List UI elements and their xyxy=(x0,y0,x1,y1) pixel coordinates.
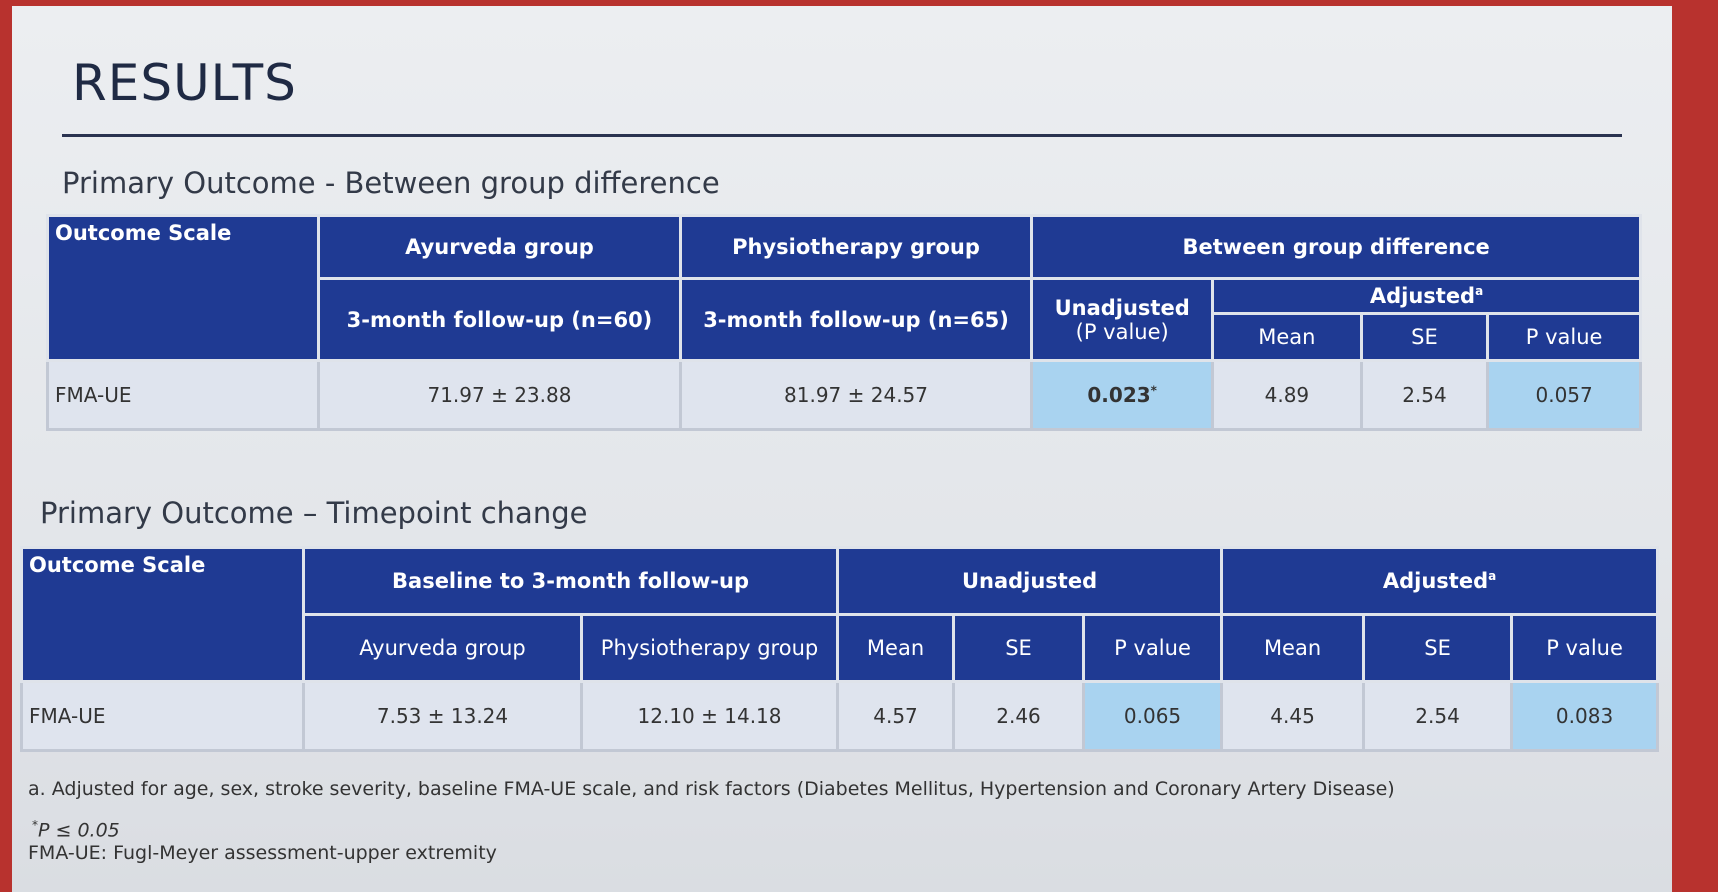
header-cell: Unadjusted (P value) xyxy=(1030,277,1215,362)
header-cell: SE xyxy=(952,613,1086,683)
data-row: FMA-UE 7.53 ± 13.24 12.10 ± 14.18 4.57 2… xyxy=(20,680,1660,752)
header-row: Mean SE P value xyxy=(48,312,1642,362)
header-cell: Adjusteda xyxy=(1211,277,1642,315)
header-cell: P value xyxy=(1486,312,1642,362)
cell: 12.10 ± 14.18 xyxy=(579,680,840,752)
header-cell: SE xyxy=(1362,613,1514,683)
cell: 0.057 xyxy=(1486,359,1642,431)
cell: 2.54 xyxy=(1359,359,1490,431)
cell: FMA-UE xyxy=(20,680,305,752)
header-row: Outcome Scale Baseline to 3-month follow… xyxy=(20,546,1660,683)
header-text: Adjusted xyxy=(1382,569,1489,593)
slide: RESULTS Primary Outcome - Between group … xyxy=(12,6,1672,892)
header-row: 3-month follow-up (n=60) 3-month follow-… xyxy=(48,277,1642,362)
significance-mark: * xyxy=(32,818,38,832)
header-cell: Mean xyxy=(1220,613,1366,683)
slide-title: RESULTS xyxy=(72,54,297,112)
cell-text: 0.023 xyxy=(1087,383,1151,407)
header-cell: SE xyxy=(1359,312,1490,362)
header-cell: Mean xyxy=(836,613,956,683)
cell: 4.89 xyxy=(1211,359,1363,431)
header-cell: Between group difference xyxy=(1030,214,1642,280)
cell: 0.083 xyxy=(1510,680,1660,752)
header-text: Adjusted xyxy=(1369,284,1476,308)
header-cell: Unadjusted xyxy=(836,546,1224,616)
cell: FMA-UE xyxy=(45,359,321,431)
header-line: Unadjusted xyxy=(1054,295,1190,320)
cell: 81.97 ± 24.57 xyxy=(678,359,1034,431)
between-group-table: Outcome Scale Ayurveda group Physiothera… xyxy=(45,214,1642,431)
header-cell: Physiotherapy group xyxy=(678,214,1034,280)
header-cell: 3-month follow-up (n=65) xyxy=(678,277,1034,362)
header-row: Ayurveda group Physiotherapy group Mean … xyxy=(22,613,1660,683)
header-cell: Outcome Scale xyxy=(20,546,305,683)
footnote-text: P ≤ 0.05 xyxy=(38,819,120,842)
significance-mark: * xyxy=(1150,383,1157,398)
cell: 4.45 xyxy=(1220,680,1366,752)
note-mark: a xyxy=(1475,284,1484,298)
cell: 71.97 ± 23.88 xyxy=(317,359,682,431)
header-cell: Ayurveda group xyxy=(302,613,583,683)
header-row: Outcome Scale Ayurveda group Physiothera… xyxy=(45,214,1642,362)
cell: 2.54 xyxy=(1362,680,1514,752)
note-mark: a xyxy=(1488,569,1497,583)
cell: 4.57 xyxy=(836,680,956,752)
cell: 0.065 xyxy=(1082,680,1224,752)
header-cell: Outcome Scale xyxy=(45,214,321,362)
header-cell: Physiotherapy group xyxy=(579,613,840,683)
header-line: (P value) xyxy=(1075,319,1169,344)
footnote: a. Adjusted for age, sex, stroke severit… xyxy=(28,778,1395,800)
title-rule xyxy=(62,134,1622,137)
header-cell: Ayurveda group xyxy=(317,214,682,280)
timepoint-table: Outcome Scale Baseline to 3-month follow… xyxy=(20,546,1660,752)
header-cell: P value xyxy=(1510,613,1660,683)
data-row: FMA-UE 71.97 ± 23.88 81.97 ± 24.57 0.023… xyxy=(45,359,1642,431)
footnote: *P ≤ 0.05 xyxy=(32,818,120,841)
header-cell: Adjusteda xyxy=(1220,546,1660,616)
header-cell: Mean xyxy=(1211,312,1363,362)
header-cell: P value xyxy=(1082,613,1224,683)
cell: 0.023* xyxy=(1030,359,1215,431)
cell: 2.46 xyxy=(952,680,1086,752)
table-caption: Primary Outcome – Timepoint change xyxy=(40,496,588,530)
footnote: FMA-UE: Fugl-Meyer assessment-upper extr… xyxy=(28,842,497,864)
cell: 7.53 ± 13.24 xyxy=(302,680,583,752)
table-caption: Primary Outcome - Between group differen… xyxy=(62,166,720,200)
header-cell: Baseline to 3-month follow-up xyxy=(301,546,840,616)
header-cell: 3-month follow-up (n=60) xyxy=(317,277,682,362)
